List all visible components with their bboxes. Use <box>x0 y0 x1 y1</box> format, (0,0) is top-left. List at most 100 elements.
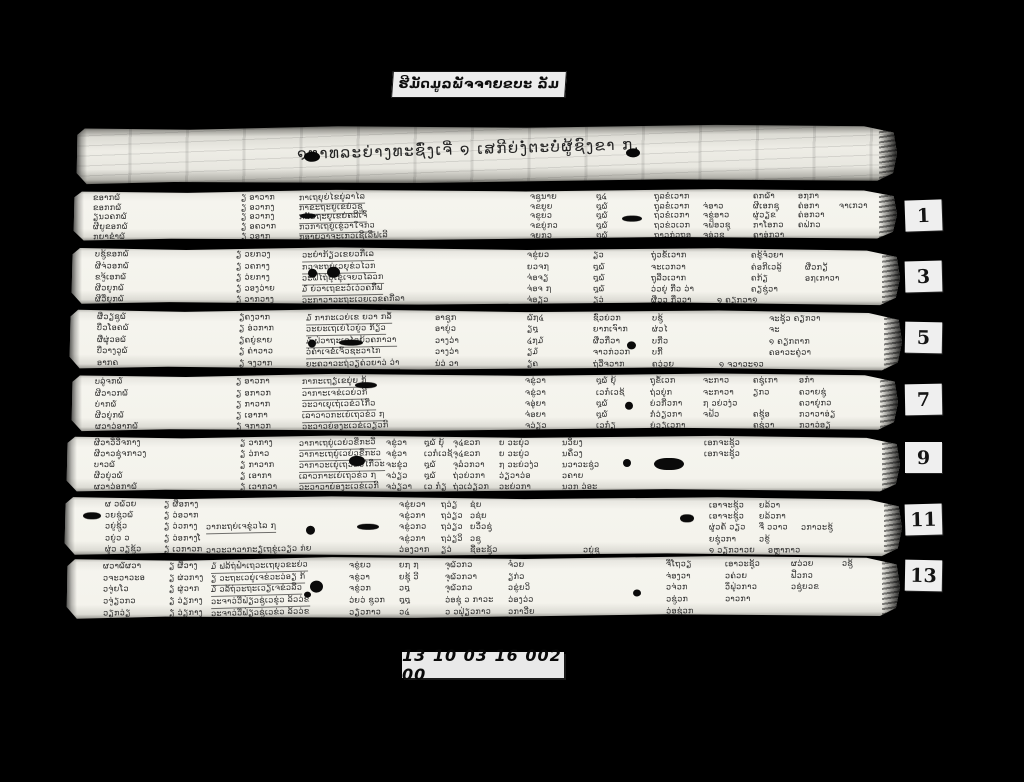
leaf-cell: ຽ່ ເວກາວກ <box>163 544 203 554</box>
leaf-cell: ຜີວຍູ່ວ໖ <box>94 470 123 481</box>
leaf-cell: ຜ່ວໄ <box>651 324 668 334</box>
leaf-cell: ຜີຍູຂອກ໖ <box>92 221 128 232</box>
leaf-cell: ໑ ຈວາວະ໑ວ <box>718 359 764 369</box>
leaf-cell: ຽ່ ວ່ຽກາງ <box>169 595 204 606</box>
leaf-cell: ຈຸ໔ຂວກ <box>453 449 481 459</box>
leaf-cell: ຈຂູ່ວາ <box>386 438 408 448</box>
leaf-row: ອາກຄ ຽ່ ຈງວາກ ຍະຄວາວະຖ່ວຽຄ່ວຍາວ່ ວ່າ ນ່ວ່ ວ… <box>68 358 902 371</box>
leaf-cell: ຈຂູ່ວາ <box>348 571 370 582</box>
leaf-cell: ຈ່ອຈ ໗ <box>526 283 552 293</box>
leaf-cell: ວຍູ່ຊູ້ວ <box>104 521 128 531</box>
leaf-cell: ວາງວ່າ <box>434 335 460 345</box>
leaf-cell: ຈຂູ່ວາ <box>386 449 408 459</box>
leaf-cell: ຜີຈ່ວອກ໖ <box>94 260 129 270</box>
leaf-cell: ອ໗ເກາວາ <box>804 272 840 283</box>
leaf-row: ຜີວຍູ່ວ໖ ຽ່ ເອາກາ ເລາວກາະເຍ່ເຖວຂ່ວ ໗ຈວ່ຽວ໘… <box>67 470 900 484</box>
leaf-cell: ວຽ່ວກາວ <box>348 607 382 617</box>
leaf-cell: ຖ່ວຍູ່ກ <box>649 387 672 397</box>
leaf-cell: ຖ່ວເວ່ຽວກ <box>453 481 490 491</box>
leaf-cell: ໘໖ <box>592 261 605 271</box>
leaf-cell: ຈ່ອຽວ <box>526 294 549 304</box>
leaf-number-tag: 11 <box>904 503 943 536</box>
leaf-cell: ຖວ່ຽ <box>440 499 458 509</box>
leaf-cell: ໘໘ <box>398 595 411 605</box>
leaf-cell: ຖາວກ່ວຖອ <box>653 230 692 240</box>
leaf-cell: ຈອູ່ຍາ <box>525 398 547 408</box>
leaf-cell: ຜີ່ວກີ່ວາ <box>593 336 621 346</box>
leaf-cell: ຽ່ຄ <box>526 359 539 369</box>
ink-blot <box>83 512 101 519</box>
leaf-cell: ໘໖ <box>592 272 605 282</box>
leaf-cell: ວຊູ <box>469 533 482 543</box>
leaf-cell: ວະຍ່ວກາ <box>499 481 532 491</box>
leaf-cell: ກວາວ່ອຽ <box>798 419 831 430</box>
leaf-cell: ວຊູ່ວກ <box>666 594 689 604</box>
leaf-cell: ຈຍູກວ <box>529 230 553 240</box>
leaf-cell: ຄຊູ້ອ <box>753 408 771 419</box>
leaf-cell: ຄຂູ້ຈ໋ວຍາ <box>750 250 784 261</box>
leaf-cell: ວຍູ່ຊູ <box>583 545 601 555</box>
leaf-cell: ຽ ຜີ່ວາງ <box>169 560 199 570</box>
leaf-cell: ນ່ວ່ ວາ <box>434 358 459 369</box>
leaf-cell: ຈ໋ວຍ <box>507 559 525 569</box>
leaf-cell: ຜວາ໖ຜວາ <box>102 560 141 571</box>
ink-blot <box>633 590 641 597</box>
leaf-cell: ຽ່ ວາກວາງ <box>235 293 275 304</box>
leaf-cell: ຜີ່ຜູ່ວອ໖ <box>97 334 127 344</box>
leaf-cell: ຽ່ ວອງວ່າຍ <box>235 282 276 293</box>
leaf-cell: ໗ ວຍ່ວງ່ວ <box>703 397 739 408</box>
leaf-cell: ໑ ຄຽກຕາກ <box>768 336 810 346</box>
leaf-row: ຜີວາວຊູ່ຈກາວງ ຽ່ ວ່ກາວ ວາກາະເຖຍູ່ເວຍ່ວຂີ່ກ… <box>67 448 900 463</box>
leaf-cell: ວຄາຍ <box>561 470 584 481</box>
leaf-cell: ຈຂູ່ວກ <box>348 583 372 593</box>
leaf-cell: ຽ່ ວຄກາງ <box>235 260 271 271</box>
ink-blot <box>622 215 642 221</box>
leaf-cell: ເອາຈະຊູ້ວ <box>709 499 745 510</box>
leaf-cell: ໘໖ <box>592 283 605 293</box>
leaf-cell: ຈຸ໖ວກວາ <box>444 571 478 581</box>
leaf-cell: ຈາວກ່ວວກ <box>593 347 631 357</box>
leaf-cell: ຄຊູ່ເກາ <box>752 375 779 386</box>
leaf-cell: ວຈູ່ຍໂວ <box>102 584 129 594</box>
leaf-cell: ໘໖ <box>423 460 436 470</box>
leaf-cell: ຈຊູນາຍ <box>529 191 557 202</box>
leaf-cell: ຈຸ໔ຂວກ <box>453 438 481 448</box>
leaf-cell: ອກຳ <box>798 375 814 385</box>
leaf-cell: ໑ ວຽກວາວຍ <box>708 545 756 555</box>
leaf-cell: ຽ ອກາວກ <box>235 387 271 398</box>
leaf-cell: ວຍຊູ່ວ໖ <box>104 510 134 520</box>
leaf-cell: ຽວ່ <box>592 294 604 304</box>
leaf-cell: ຈຸ໖ວກວ <box>444 583 473 593</box>
leaf-cell: ຍ່ວຽ່ເວກາ <box>649 420 686 430</box>
leaf-cell: ຈະ <box>768 324 780 335</box>
leaf-cell: ວິ່ຟຸ່ວກາວ <box>724 582 757 592</box>
leaf-row: ກຍາຂຳ໖ ຽ່ ວອາກ ກອາຍວາຈະເກວເຊີເລີ່ຟເລີ ຈຍູກວ… <box>72 230 897 243</box>
leaf-cell: ຄຟ່ກວ <box>797 220 821 230</box>
leaf-cell: ຖ່ວຍ່ວກາ <box>453 470 486 481</box>
leaf-cell: ເອກຈະຊູ້ວ <box>703 449 740 459</box>
leaf-cell: ຈະຂູ່ວ <box>386 459 409 470</box>
leaf-number-tag: 5 <box>904 321 943 354</box>
leaf-cell: ຖວ່ຽວ <box>440 510 463 521</box>
leaf-cell: ອຫຼາກາວ <box>767 545 801 555</box>
leaf-cell: ຄກ໖າ <box>752 191 775 201</box>
leaf-cell: ວ່ອຊູ່ວກ <box>666 605 694 616</box>
leaf-cell: ນວກ ວ່ອະ <box>561 481 598 491</box>
leaf-cell: ຽ່ ວ່ອວາກ <box>163 510 199 520</box>
leaf-cell: ວາງວ່າ <box>434 347 460 357</box>
ink-blot <box>622 458 631 467</box>
leaf-cell: ບຊູ້ຂອກ໖ <box>94 249 129 259</box>
leaf-cell: ວຈູ່ຽວກວ <box>102 596 136 606</box>
leaf-number-tag: 1 <box>904 199 943 232</box>
leaf-cell: ຽ່ ວ່ວກາງ <box>163 521 198 532</box>
leaf-cell: ຜີວຍູ່ກ໖ <box>94 410 124 420</box>
leaf-cell: ຍະຄວາວະຖ່ວຽຄ່ວຍາວ່ ວ່າ <box>306 358 400 372</box>
title-label: ຮີມັດມູລພັຈຈາຍຂບະ ລັມ <box>391 71 567 98</box>
leaf-cell: ກຍາຂຳ໖ <box>92 231 125 242</box>
leaf-cell: ຈະຊູ້ວ ຄຽກວາ <box>768 313 821 323</box>
leaf-cell: ບກີ່ວ <box>651 336 669 346</box>
leaf-cell: ຜີ່ວຽຊູ໖ <box>97 311 127 321</box>
leaf-cell: ເອກຈະຊູ້ວ <box>703 438 740 448</box>
leaf-cell: ຽ່ຄຍູ່ຂາຍ <box>238 335 273 345</box>
